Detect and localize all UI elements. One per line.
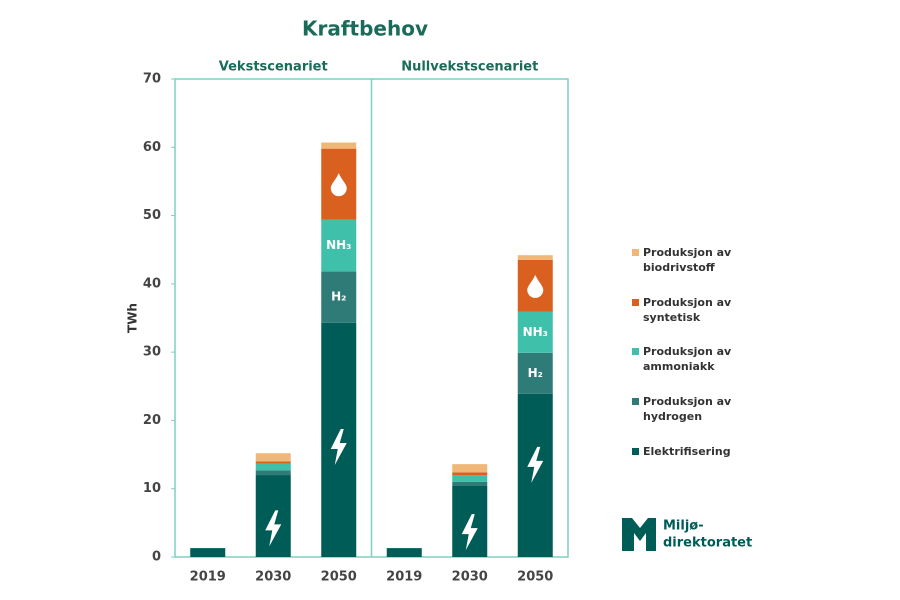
icon-bolt <box>330 429 347 465</box>
bar-segment <box>255 463 291 471</box>
y-tick-label: 50 <box>143 208 161 223</box>
segment-label: H₂ <box>331 290 346 304</box>
y-tick-label: 30 <box>143 345 161 360</box>
legend-swatch <box>632 299 639 306</box>
bar-segment <box>321 271 357 323</box>
y-tick-label: 0 <box>152 550 161 565</box>
y-axis-label: TWh <box>126 303 140 333</box>
icon-drop <box>330 173 347 197</box>
icon-bolt <box>265 510 282 547</box>
bar-segment <box>452 475 488 482</box>
bar-segment <box>190 548 226 557</box>
y-tick-label: 70 <box>143 72 161 87</box>
x-tick-label: 2050 <box>321 570 357 585</box>
legend-label: Produksjon av hydrogen <box>643 395 732 423</box>
bar-segment <box>452 481 488 486</box>
legend-label: Produksjon av syntetisk <box>643 296 732 324</box>
chart-title: Kraftbehov <box>302 17 428 41</box>
logo-text: direktoratet <box>663 536 752 551</box>
legend-swatch <box>632 348 639 355</box>
y-tick-label: 10 <box>143 481 161 496</box>
panel-title: Vekstscenariet <box>219 60 328 75</box>
bar-segment <box>517 352 553 394</box>
bar-segment <box>321 142 357 149</box>
legend-label: Elektrifisering <box>643 445 731 458</box>
icon-drop <box>527 274 544 298</box>
legend-swatch <box>632 249 639 256</box>
x-tick-label: 2019 <box>190 570 226 585</box>
bar-segment <box>321 219 357 272</box>
icon-bolt <box>461 514 478 551</box>
legend-label: Produksjon av ammoniakk <box>643 345 732 373</box>
segment-label: NH₃ <box>326 238 351 252</box>
legend-label: Produksjon av biodrivstoff <box>643 246 732 274</box>
bar-segment <box>255 461 291 464</box>
x-tick-label: 2019 <box>386 570 422 585</box>
icon-bolt <box>527 446 544 483</box>
legend-swatch <box>632 448 639 455</box>
x-tick-label: 2030 <box>255 570 291 585</box>
bar-segment <box>452 464 488 473</box>
y-tick-label: 20 <box>143 413 161 428</box>
y-tick-label: 60 <box>143 140 161 155</box>
segment-label: NH₃ <box>523 325 548 339</box>
panel-title: Nullvekstscenariet <box>401 60 538 75</box>
logo-text: Miljø- <box>663 519 704 534</box>
legend-swatch <box>632 398 639 405</box>
bar-segment <box>517 255 553 260</box>
bar-segment <box>452 472 488 476</box>
bar-segment <box>517 311 553 353</box>
bar-segment <box>255 453 291 462</box>
bar-segment <box>255 470 291 476</box>
x-tick-label: 2030 <box>452 570 488 585</box>
x-tick-label: 2050 <box>517 570 553 585</box>
logo-mark <box>622 518 656 551</box>
y-tick-label: 40 <box>143 276 161 291</box>
segment-label: H₂ <box>528 366 543 380</box>
bar-segment <box>386 548 422 557</box>
